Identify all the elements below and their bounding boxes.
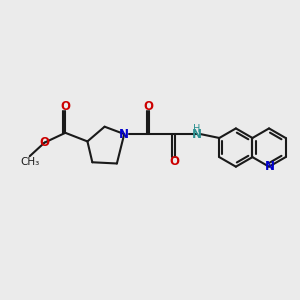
Text: O: O [39,136,49,149]
Text: O: O [60,100,70,113]
Text: H: H [193,124,200,134]
Text: N: N [192,128,202,141]
Text: O: O [169,155,179,168]
Text: CH₃: CH₃ [20,158,39,167]
Text: N: N [265,160,275,173]
Text: N: N [119,128,129,141]
Text: O: O [144,100,154,113]
